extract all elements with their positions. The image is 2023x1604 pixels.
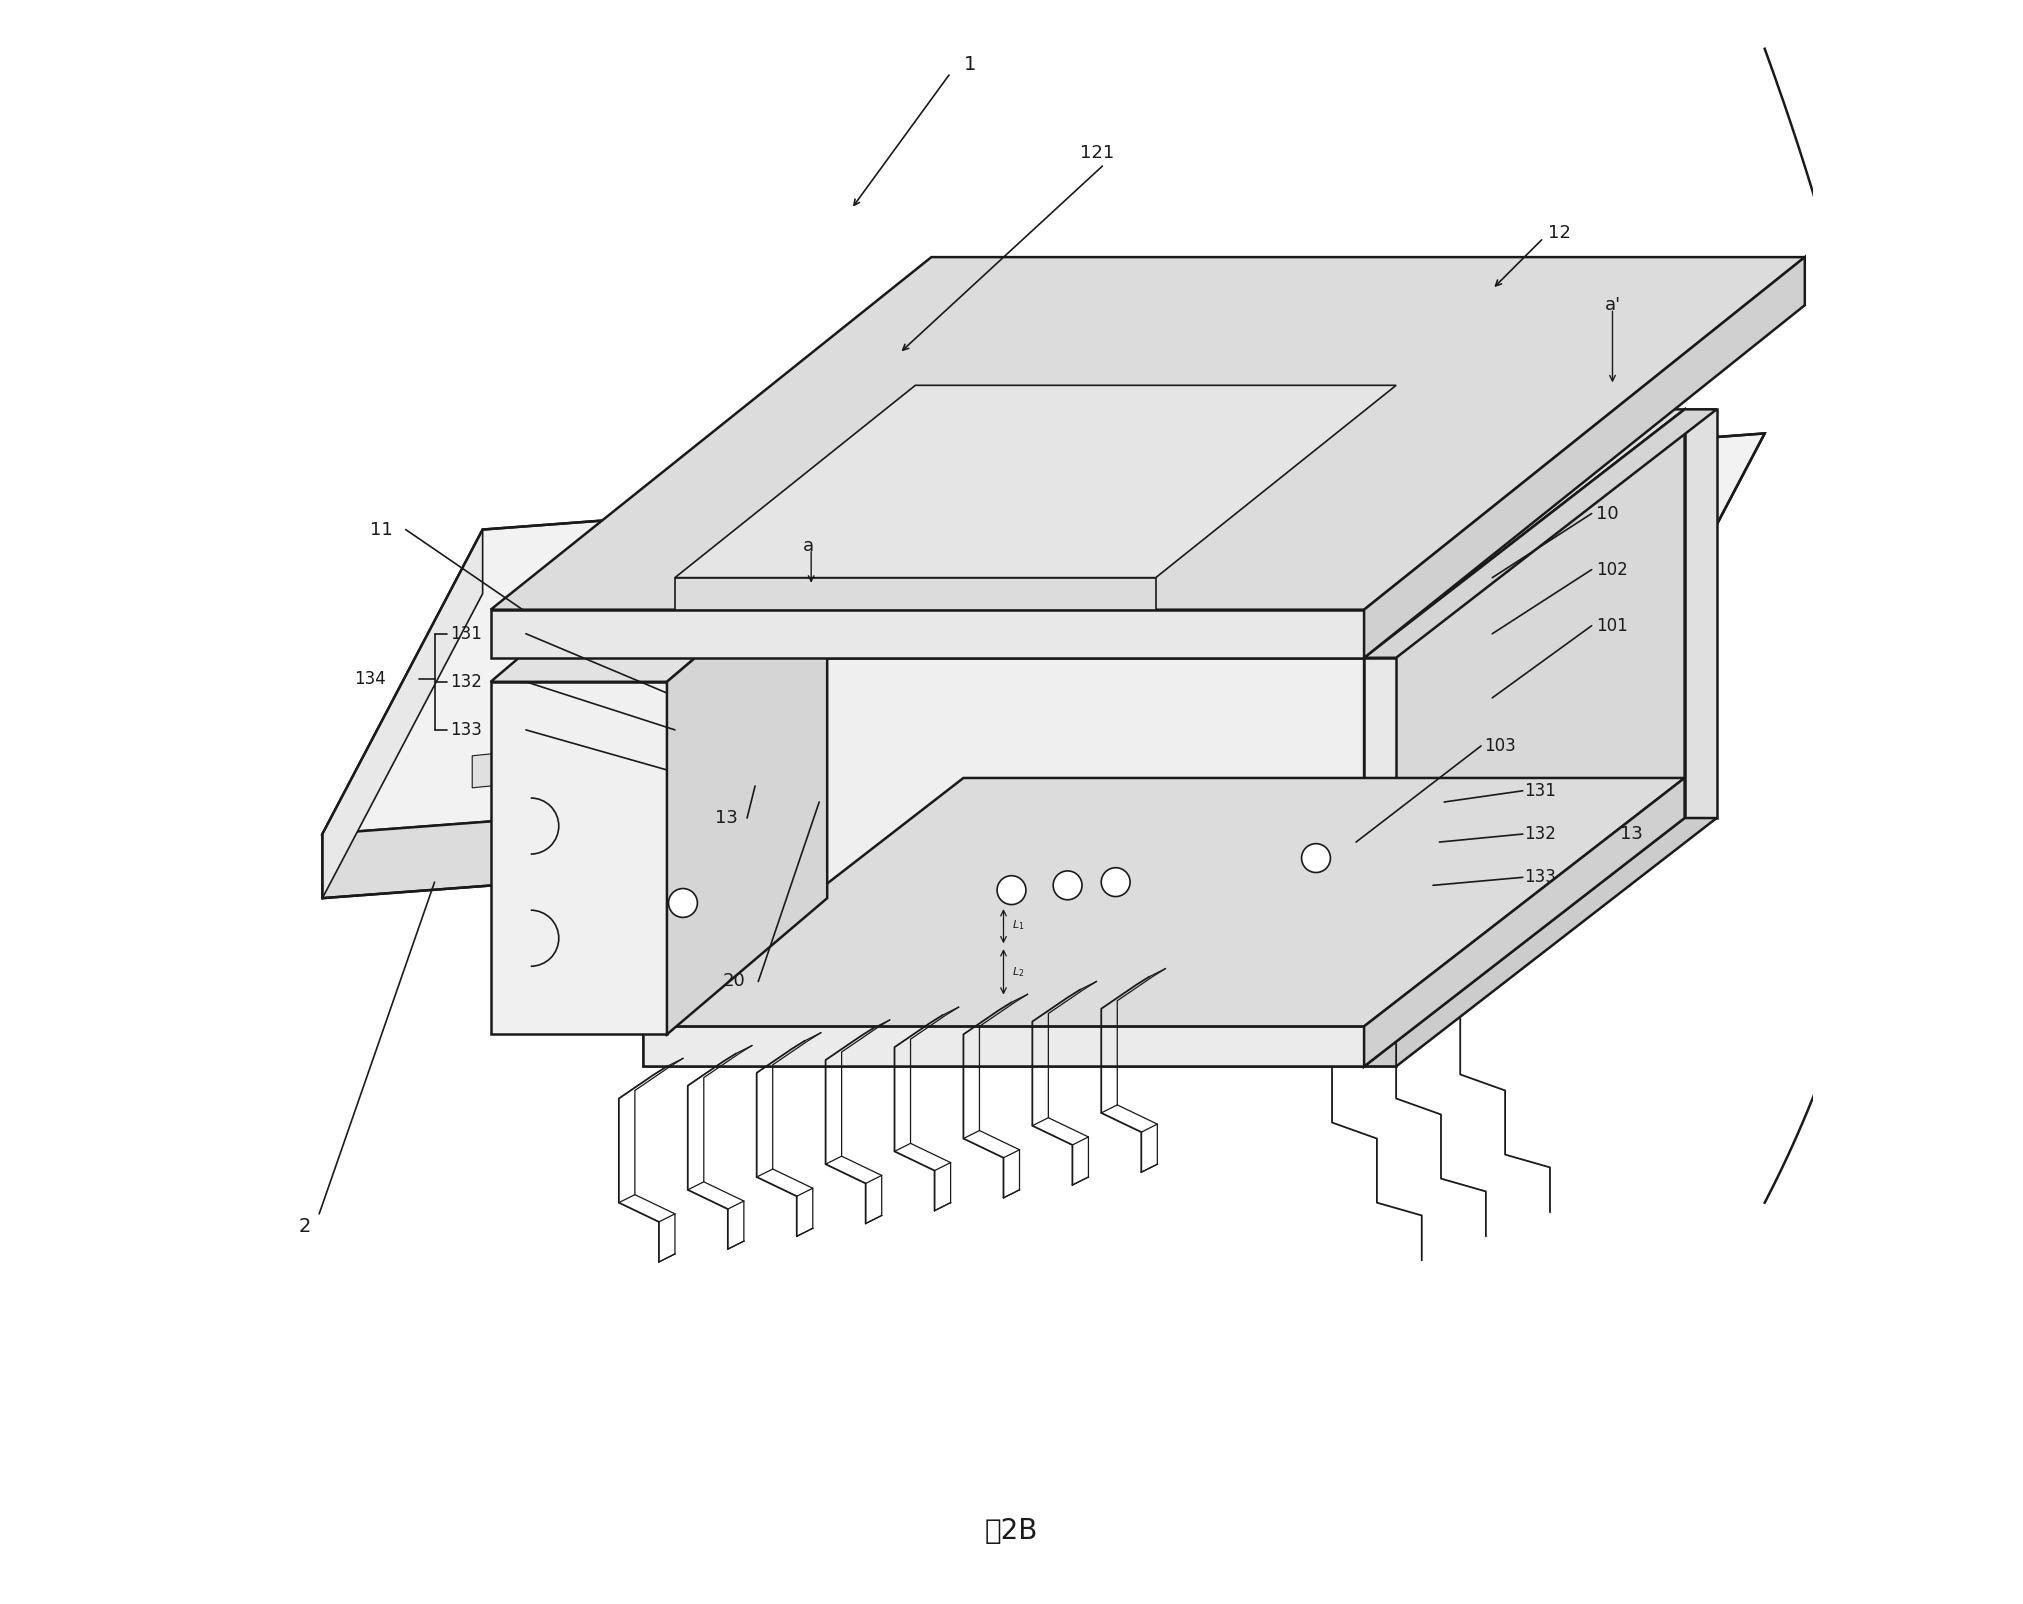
- Circle shape: [1301, 844, 1331, 873]
- Polygon shape: [1364, 818, 1718, 1067]
- Polygon shape: [1347, 754, 1669, 1051]
- Text: 121: 121: [1080, 144, 1115, 162]
- Text: 12: 12: [1548, 225, 1572, 242]
- Polygon shape: [322, 529, 483, 898]
- Polygon shape: [1347, 587, 1669, 884]
- Polygon shape: [631, 723, 668, 759]
- Text: 132: 132: [1525, 824, 1556, 844]
- Polygon shape: [884, 670, 1669, 919]
- Polygon shape: [1364, 778, 1685, 1067]
- Polygon shape: [643, 658, 1364, 1067]
- Polygon shape: [322, 738, 1604, 898]
- Polygon shape: [322, 433, 1764, 834]
- Polygon shape: [526, 743, 562, 778]
- Polygon shape: [884, 752, 1347, 800]
- Polygon shape: [1364, 409, 1718, 658]
- Polygon shape: [492, 257, 1805, 610]
- Polygon shape: [471, 752, 510, 788]
- Circle shape: [997, 876, 1026, 905]
- Polygon shape: [643, 1027, 1364, 1067]
- Polygon shape: [884, 504, 1669, 752]
- Polygon shape: [884, 587, 1669, 836]
- Text: 132: 132: [451, 672, 481, 691]
- Text: $L_2$: $L_2$: [1012, 966, 1024, 978]
- Text: a': a': [1604, 297, 1620, 314]
- Text: 133: 133: [1525, 868, 1556, 887]
- Circle shape: [1101, 868, 1131, 897]
- Polygon shape: [1685, 409, 1718, 818]
- Circle shape: [668, 889, 698, 917]
- Polygon shape: [736, 704, 773, 739]
- Polygon shape: [884, 919, 1347, 967]
- Polygon shape: [884, 754, 1669, 1002]
- Text: 131: 131: [451, 624, 481, 643]
- Text: a: a: [803, 537, 815, 555]
- Text: 2: 2: [297, 1217, 312, 1237]
- Polygon shape: [492, 682, 668, 1035]
- Text: 102: 102: [1596, 561, 1629, 579]
- Text: 13: 13: [714, 808, 738, 828]
- Polygon shape: [643, 778, 1685, 1027]
- Text: 11: 11: [370, 521, 392, 539]
- Circle shape: [1054, 871, 1082, 900]
- Text: 20: 20: [722, 972, 746, 991]
- Polygon shape: [1364, 658, 1396, 1067]
- Polygon shape: [1461, 672, 1509, 709]
- Text: 13: 13: [1620, 824, 1643, 844]
- Text: 1: 1: [963, 55, 975, 74]
- Polygon shape: [789, 695, 827, 730]
- Polygon shape: [1347, 504, 1669, 800]
- Polygon shape: [1347, 670, 1669, 967]
- Polygon shape: [1364, 257, 1805, 658]
- Text: 134: 134: [354, 669, 386, 688]
- Polygon shape: [884, 836, 1347, 884]
- Polygon shape: [1307, 687, 1355, 723]
- Polygon shape: [896, 675, 933, 711]
- Text: $L_1$: $L_1$: [1012, 919, 1024, 932]
- Text: 图2B: 图2B: [985, 1517, 1038, 1545]
- Polygon shape: [684, 714, 720, 749]
- Polygon shape: [884, 1002, 1347, 1051]
- Polygon shape: [668, 545, 827, 1035]
- Polygon shape: [579, 733, 615, 768]
- Text: 133: 133: [451, 720, 481, 739]
- Polygon shape: [492, 610, 1364, 658]
- Polygon shape: [492, 545, 827, 682]
- Text: 10: 10: [1596, 505, 1618, 523]
- Polygon shape: [842, 685, 880, 720]
- Polygon shape: [1171, 709, 1220, 746]
- Polygon shape: [1238, 698, 1287, 735]
- Polygon shape: [676, 385, 1396, 577]
- Polygon shape: [643, 409, 1685, 658]
- Text: 131: 131: [1525, 781, 1556, 800]
- Polygon shape: [676, 577, 1155, 610]
- Text: 103: 103: [1485, 736, 1515, 755]
- Polygon shape: [1364, 409, 1685, 1067]
- Text: 101: 101: [1596, 616, 1629, 635]
